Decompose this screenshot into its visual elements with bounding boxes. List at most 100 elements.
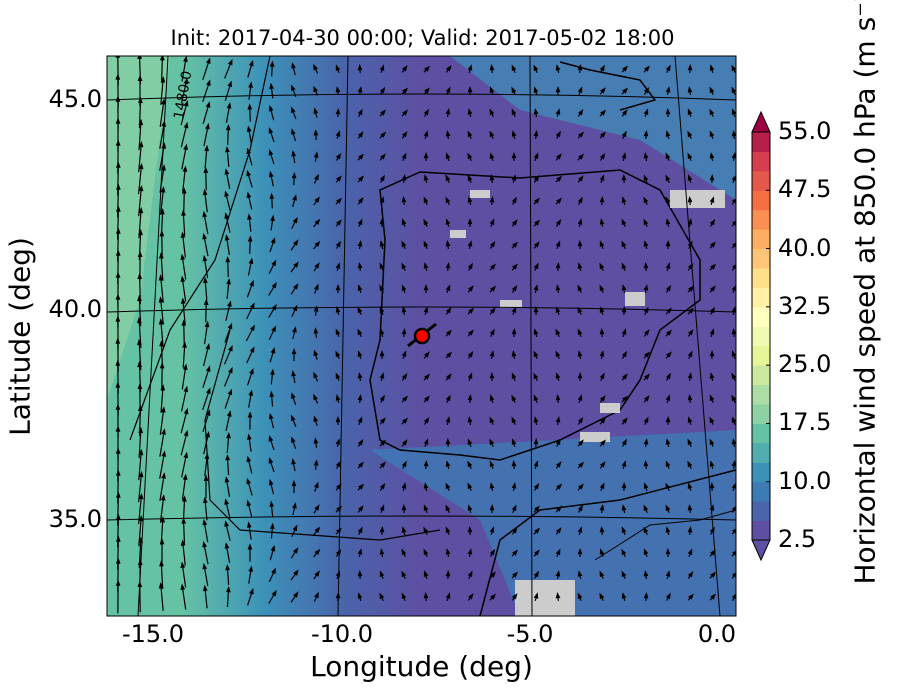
wind-arrow <box>291 62 296 76</box>
wind-arrow <box>202 232 209 257</box>
wind-arrow <box>202 496 208 521</box>
wind-arrow <box>489 526 495 536</box>
wind-arrow <box>158 318 164 347</box>
colorbar-tick-label: 55.0 <box>778 117 832 145</box>
wind-arrow <box>203 320 210 345</box>
wind-arrow <box>687 526 693 536</box>
wind-arrow <box>248 565 254 584</box>
wind-arrow <box>599 592 605 601</box>
wind-arrow <box>224 234 230 256</box>
wind-arrow <box>533 549 540 557</box>
wind-arrow <box>687 196 693 206</box>
wind-arrow <box>379 328 385 338</box>
wind-arrow <box>159 406 166 435</box>
x-tick-label: -15.0 <box>121 620 185 648</box>
wind-arrow <box>115 579 121 614</box>
wind-arrow <box>379 153 386 161</box>
wind-arrow <box>709 438 715 447</box>
wind-arrow <box>599 461 606 469</box>
wind-arrow <box>268 127 275 143</box>
wind-arrow <box>401 218 407 228</box>
wind-arrow <box>467 526 473 536</box>
wind-arrow <box>423 262 429 272</box>
wind-arrow <box>577 394 583 404</box>
wind-arrow <box>621 109 628 117</box>
wind-arrow <box>246 346 255 364</box>
wind-arrow <box>599 306 605 316</box>
wind-arrow <box>225 410 232 431</box>
wind-arrow <box>577 548 583 558</box>
wind-arrow <box>313 437 319 448</box>
wind-arrow <box>357 439 364 447</box>
wind-arrow <box>533 394 539 404</box>
wind-arrow <box>203 431 210 455</box>
wind-arrow <box>180 275 187 302</box>
wind-arrow <box>533 592 539 602</box>
wind-arrow <box>621 87 629 95</box>
colorbar-label: Horizontal wind speed at 850.0 hPa (m s⁻… <box>848 0 882 585</box>
wind-arrow <box>268 567 276 583</box>
wind-arrow <box>577 109 584 117</box>
wind-arrow <box>202 518 209 543</box>
wind-arrow <box>577 461 585 469</box>
wind-arrow <box>511 460 517 470</box>
wind-arrow <box>731 550 736 557</box>
wind-arrow <box>445 174 451 183</box>
wind-arrow <box>665 460 671 470</box>
wind-arrow <box>555 416 561 426</box>
wind-arrow <box>555 240 561 250</box>
wind-arrow <box>621 526 627 536</box>
wind-arrow <box>203 474 209 499</box>
wind-arrow <box>577 284 583 293</box>
colorbar-segment <box>752 423 770 444</box>
wind-arrow <box>379 548 385 558</box>
wind-arrow <box>379 131 387 139</box>
colorbar-segment <box>752 132 770 152</box>
wind-arrow <box>158 296 164 325</box>
wind-arrow <box>577 439 584 447</box>
wind-arrow <box>555 372 561 382</box>
wind-arrow <box>489 263 496 271</box>
wind-arrow <box>709 482 715 492</box>
wind-arrow <box>467 196 473 206</box>
wind-arrow <box>555 483 563 491</box>
wind-arrow <box>489 328 495 337</box>
wind-arrow <box>665 329 673 337</box>
wind-arrow <box>335 350 341 359</box>
wind-arrow <box>202 79 211 102</box>
wind-arrow <box>489 571 496 579</box>
wind-arrow <box>202 254 209 279</box>
wind-arrow <box>313 481 319 492</box>
wind-arrow <box>137 162 144 195</box>
wind-arrow <box>224 168 231 189</box>
wind-arrow <box>224 388 233 409</box>
wind-arrow <box>511 108 517 117</box>
wind-arrow <box>731 152 736 162</box>
wind-arrow <box>555 328 561 337</box>
wind-arrow <box>599 439 607 447</box>
wind-arrow <box>687 152 693 161</box>
wind-arrow <box>533 416 539 426</box>
wind-arrow <box>357 108 363 117</box>
wind-arrow <box>226 278 231 300</box>
geopotential-contour <box>204 329 441 541</box>
wind-arrow <box>445 570 451 580</box>
colorbar-segment <box>752 365 770 386</box>
wind-arrow <box>445 196 451 205</box>
wind-arrow <box>555 350 561 359</box>
wind-arrow <box>182 495 187 522</box>
wind-arrow <box>467 593 474 601</box>
wind-arrow <box>313 415 319 426</box>
wind-arrow <box>467 416 473 426</box>
wind-arrow <box>225 585 231 608</box>
wind-arrow <box>226 432 231 454</box>
wind-arrow <box>313 283 319 294</box>
wind-arrow <box>423 395 430 403</box>
wind-arrow <box>401 526 407 536</box>
wind-arrow <box>224 190 231 211</box>
wind-arrow <box>599 262 605 271</box>
wind-arrow <box>731 482 736 492</box>
wind-arrow <box>731 593 736 601</box>
wind-arrow <box>555 548 561 557</box>
